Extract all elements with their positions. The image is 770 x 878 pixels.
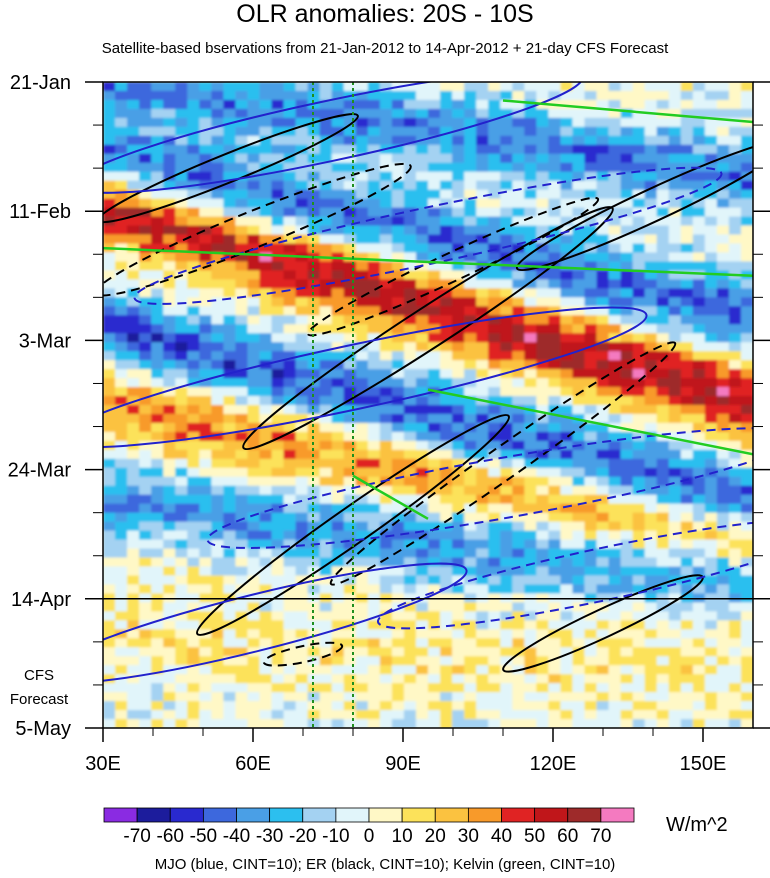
colorbar-swatch (368, 807, 403, 823)
colorbar-units: W/m^2 (666, 814, 728, 836)
er-contour (242, 206, 614, 451)
colorbar-swatch (501, 807, 536, 823)
colorbar-label: 40 (491, 826, 512, 847)
colorbar-label: -10 (322, 826, 349, 847)
x-tick-label: 60E (235, 753, 271, 775)
colorbar-swatch (401, 807, 436, 823)
colorbar-swatch (269, 807, 304, 823)
colorbar-label: 20 (425, 826, 446, 847)
wave-contours (103, 82, 753, 685)
colorbar-label: -20 (289, 826, 316, 847)
y-tick-label: 14-Apr (11, 589, 71, 611)
y-tick-label: 11-Feb (9, 201, 71, 223)
y-tick-label: 3-Mar (19, 330, 72, 352)
er-contour (103, 113, 359, 224)
x-tick-label: 30E (85, 753, 121, 775)
colorbar-label: 30 (458, 826, 479, 847)
colorbar-swatch (567, 807, 602, 823)
colorbar-label: -50 (190, 826, 217, 847)
kelvin-contour (103, 246, 753, 278)
colorbar-label: 0 (364, 826, 375, 847)
kelvin-contour (352, 474, 429, 520)
mjo-contour (103, 306, 648, 449)
colorbar-label: -30 (256, 826, 283, 847)
mjo-contour (103, 562, 468, 685)
plot-frame (102, 81, 754, 729)
mjo-contour (376, 519, 753, 630)
colorbar-swatch (534, 807, 569, 823)
y-tick-label: 21-Jan (10, 72, 71, 94)
colorbar-label: 50 (524, 826, 545, 847)
colorbar-swatch (136, 807, 171, 823)
cfs-note-line: Forecast (9, 691, 69, 708)
x-tick-label: 90E (385, 753, 421, 775)
colorbar-swatch (335, 807, 370, 823)
colorbar-swatch (302, 807, 337, 823)
contour-legend-note: MJO (blue, CINT=10); ER (black, CINT=10)… (154, 856, 616, 873)
colorbar-swatch (434, 807, 469, 823)
colorbar-label: 70 (590, 826, 611, 847)
colorbar: -70 -60 -50 -40 -30 -20 -10 0 10 20 30 40 50 60 70 (103, 807, 635, 847)
chart-subtitle: Satellite-based bservations from 21-Jan-… (101, 40, 669, 57)
er-contour (103, 162, 412, 297)
olr-anomaly-field (103, 82, 753, 728)
er-contour (329, 341, 677, 586)
mjo-contour (206, 427, 753, 549)
colorbar-swatch (236, 807, 271, 823)
x-tick-label: 120E (530, 753, 577, 775)
kelvin-contour (502, 99, 753, 124)
er-contour (262, 641, 344, 667)
er-contour (515, 139, 753, 272)
y-tick-label: 5-May (15, 718, 71, 740)
cfs-forecast-note: CFS Forecast (0, 664, 78, 712)
colorbar-label: -40 (223, 826, 250, 847)
colorbar-label: 60 (557, 826, 578, 847)
colorbar-label: 10 (392, 826, 413, 847)
cfs-note-line: CFS (24, 667, 54, 684)
y-tick-label: 24-Mar (8, 460, 72, 482)
colorbar-swatch (467, 807, 502, 823)
axes: 21-Jan 11-Feb 3-Mar 24-Mar 14-Apr 5-May 30E 60E… (8, 72, 770, 775)
x-tick-label: 150E (680, 753, 727, 775)
colorbar-label: -70 (123, 826, 150, 847)
reference-lines (103, 82, 753, 728)
kelvin-contour (427, 388, 753, 456)
colorbar-swatch (600, 807, 635, 823)
colorbar-label: -60 (157, 826, 184, 847)
colorbar-swatch (103, 807, 138, 823)
er-contour (306, 196, 600, 337)
colorbar-swatch (169, 807, 204, 823)
chart-title: OLR anomalies: 20S - 10S (236, 0, 534, 28)
colorbar-swatch (202, 807, 237, 823)
mjo-contour (103, 82, 584, 194)
